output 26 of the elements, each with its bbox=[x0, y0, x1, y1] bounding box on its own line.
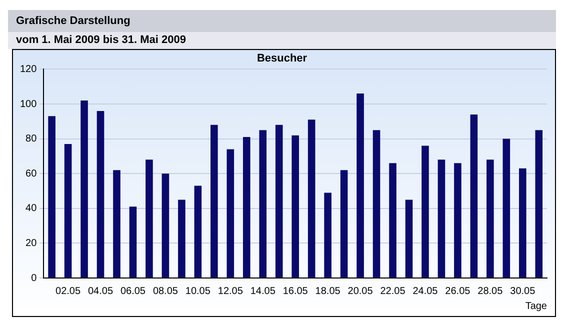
y-tick-label: 20 bbox=[26, 238, 38, 249]
x-tick-label: 24.05 bbox=[412, 286, 438, 297]
y-tick-label: 120 bbox=[20, 64, 38, 75]
x-tick-label: 18.05 bbox=[315, 286, 341, 297]
x-tick-label: 14.05 bbox=[250, 286, 276, 297]
y-tick-label: 60 bbox=[26, 168, 38, 180]
x-tick-label: 22.05 bbox=[380, 286, 406, 297]
y-tick-label: 0 bbox=[31, 272, 38, 284]
x-tick-label: 04.05 bbox=[88, 286, 114, 297]
x-tick-label: 08.05 bbox=[152, 286, 178, 297]
x-tick-label: 26.05 bbox=[445, 286, 471, 297]
x-tick-label: 06.05 bbox=[120, 286, 146, 297]
x-tick-label: 10.05 bbox=[185, 286, 211, 297]
y-tick-label: 80 bbox=[26, 134, 38, 145]
x-tick-label: 12.05 bbox=[218, 286, 244, 297]
x-tick-label: 20.05 bbox=[348, 286, 374, 297]
y-tick-label: 40 bbox=[26, 203, 38, 214]
x-tick-label: 02.05 bbox=[56, 286, 81, 297]
x-tick-label: 16.05 bbox=[282, 286, 308, 297]
x-tick-label: 28.05 bbox=[478, 286, 504, 297]
text: vom 1. Mai 2009 bis 31. Mai 2009 bbox=[8, 32, 556, 49]
chart-subtitle: Grafische Darstellung bbox=[8, 10, 556, 32]
x-tick-label: 30.05 bbox=[510, 286, 536, 297]
x-axis-title: Tage bbox=[525, 300, 548, 312]
y-tick-label: 100 bbox=[20, 98, 38, 110]
chart-title: Besucher bbox=[256, 52, 308, 65]
